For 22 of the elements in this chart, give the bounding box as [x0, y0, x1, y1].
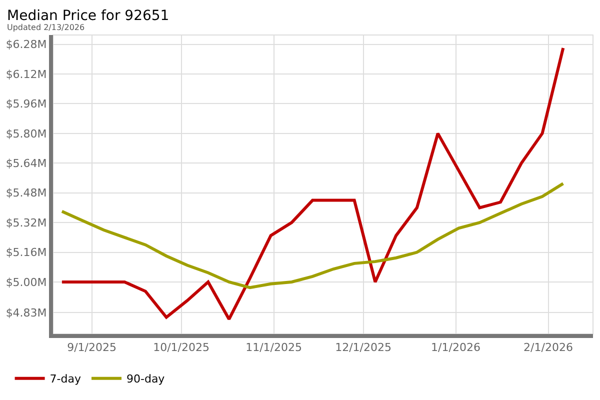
- line-series: [60, 46, 565, 321]
- y-tick-label: $5.16M: [6, 246, 47, 260]
- x-tick-label: 2/1/2026: [524, 341, 573, 354]
- y-tick-label: $6.12M: [6, 68, 47, 81]
- x-tick-label: 10/1/2025: [153, 341, 210, 354]
- x-tick-label: 11/1/2025: [246, 341, 302, 354]
- legend-label: 7-day: [50, 372, 82, 386]
- chart-subtitle: Updated 2/13/2026: [7, 23, 85, 32]
- y-tick-label: $5.64M: [6, 156, 47, 170]
- y-tick-label: $5.48M: [6, 186, 47, 200]
- x-tick-label: 9/1/2025: [67, 341, 116, 354]
- y-tick-label: $5.32M: [6, 216, 47, 230]
- y-tick-label: $5.00M: [6, 276, 47, 289]
- y-tick-label: $5.80M: [6, 127, 47, 140]
- chart-title: Median Price for 92651: [7, 8, 170, 24]
- y-tick-label: $5.96M: [6, 98, 47, 111]
- line-series: [60, 182, 565, 290]
- legend-label: 90-day: [126, 372, 166, 386]
- y-tick-label: $6.28M: [6, 38, 47, 52]
- x-tick-label: 1/1/2026: [431, 341, 480, 354]
- x-tick-label: 12/1/2025: [335, 341, 392, 354]
- y-tick-label: $4.83M: [6, 306, 47, 320]
